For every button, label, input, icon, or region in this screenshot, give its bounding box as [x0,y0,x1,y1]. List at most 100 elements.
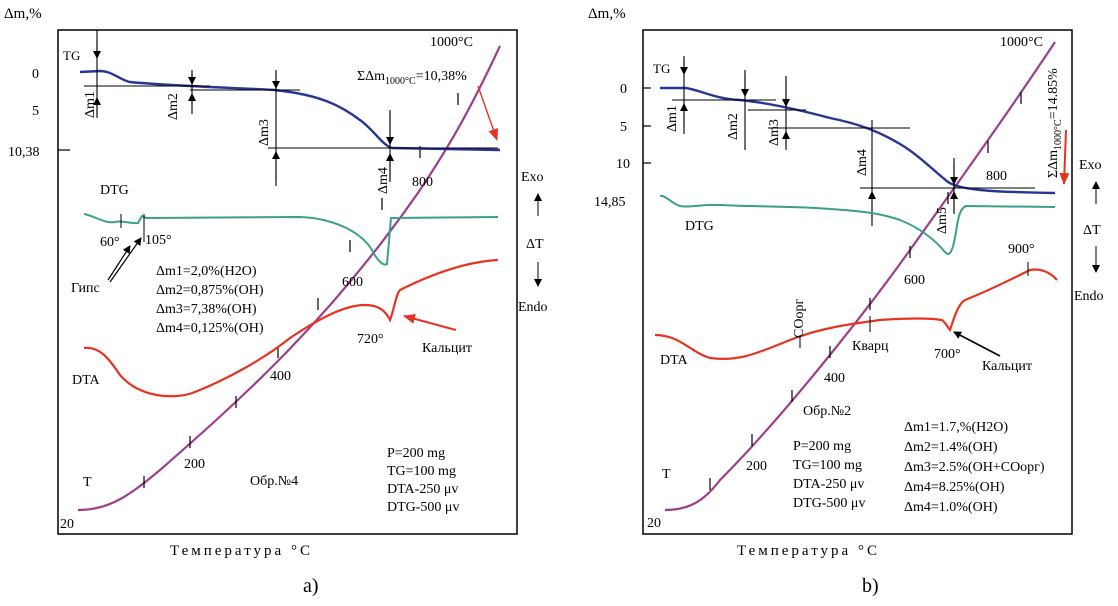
panel-a-x-caption: Температура °С [170,543,313,559]
panel-a-step-lines [84,30,498,186]
panel-b-tg-tick-14: 14,85 [594,195,626,210]
panel-a-dm3: Δm3 [257,119,272,146]
panel-b-sample: Обр.№2 [803,404,851,419]
panel-a-loss-3: Δm3=7,38%(OH) [156,302,257,317]
panel-b-cond-2: TG=100 mg [793,458,862,473]
panel-b-dm2: Δm2 [726,113,741,140]
panel-b-temp-600: 600 [904,273,925,288]
panel-a-105-label: 105° [145,233,172,248]
panel-a-dt: ΔT [526,237,544,252]
panel-a-max-temp: 1000°С [430,35,473,50]
panel-a-dtg-curve [83,213,499,266]
panel-b-dm3: Δm3 [767,119,782,146]
panel-a-temp-400: 400 [270,369,291,384]
panel-b-tg-tick-5: 5 [620,120,627,135]
panel-a-total-loss-arrow [477,85,499,141]
panel-a-letter: a) [303,575,319,597]
panel-b-dtg-curve [659,194,1056,255]
panel-b-cond-4: DTG-500 μv [793,496,865,511]
panel-a-dtg-label: DTG [100,183,129,198]
panel-b-x-caption: Температура °С [737,543,880,559]
panel-a-t-label: T [83,475,92,490]
panel-a-60-label: 60° [100,235,120,250]
panel-b-dta-curve [654,268,1058,360]
panel-b-900-label: 900° [1008,242,1035,257]
panel-b-total-loss-arrow [1059,129,1070,185]
panel-a-tg-tick-10: 10,38 [8,145,40,160]
panel-b-temperature-ticks [709,92,1022,490]
panel-a-dta-label: DTA [72,373,101,388]
panel-b-loss-list: Δm1=1.7,%(H2O) Δm2=1.4%(OH) Δm3=2.5%(OH+… [904,420,1045,515]
panel-b-cond-1: P=200 mg [793,439,851,454]
panel-b-endo: Endo [1074,289,1104,304]
panel-a-calcite-label: Кальцит [422,341,472,356]
panel-b-loss-3: Δm3=2.5%(OH+СОорг) [904,460,1045,475]
panel-a-loss-2: Δm2=0,875%(OH) [156,283,264,298]
panel-a-dm4: Δm4 [376,167,391,194]
panel-b-total-loss-value: =14.85% [1046,68,1061,119]
panel-b-temperature-curve [664,41,1056,512]
panel-b-cond-3: DTA-250 μv [793,477,864,492]
panel-b-temp-800: 800 [986,169,1007,184]
panel-a-cond-2: TG=100 mg [387,464,456,479]
panel-a-y-caption: Δm,% [4,6,42,22]
panel-a-step-arrows [93,40,394,182]
panel-a-cond-3: DTA-250 μv [387,482,458,497]
panel-a-tg-label: TG [63,48,80,63]
panel-b-letter: b) [862,575,879,597]
panel-a-loss-list: Δm1=2,0%(H2O) Δm2=0,875%(OH) Δm3=7,38%(O… [156,264,264,336]
panel-b-quartz-label: Кварц [852,339,889,354]
panel-a-frame [57,29,518,535]
panel-a-total-loss: ΣΔm1000°С=10,38% [357,69,467,87]
panel-b-tg-tick-10: 10 [616,157,630,172]
panel-b-tg-tick-0: 0 [620,82,627,97]
panel-a-exo: Exo [521,170,544,185]
panel-a-temp-200: 200 [184,457,205,472]
panel-a-temperature-ticks [143,93,459,488]
panel-a-gips-arrow-2 [109,237,142,283]
panel-b-loss-5: Δm4=1.0%(OH) [904,500,998,515]
panel-b-dt: ΔT [1083,223,1101,238]
panel-b-frame [642,29,1073,535]
panel-b-temp-20: 20 [647,516,661,531]
panel-b-temp-400: 400 [824,371,845,386]
panel-a-dta-curve [83,258,499,398]
panel-a-loss-4: Δm4=0,125%(OH) [156,321,264,336]
panel-a-calcite-arrow [403,314,457,331]
panel-a-conditions: P=200 mg TG=100 mg DTA-250 μv DTG-500 μv [387,446,459,515]
panel-b-loss-4: Δm4=8.25%(OH) [904,480,1005,495]
panel-b-dta-label: DTA [660,353,689,368]
panel-b-calcite-label: Кальцит [982,359,1032,374]
panel-b-temp-200: 200 [746,459,767,474]
panel-a-tg-tick-5: 5 [32,104,39,119]
panel-a-temp-20: 20 [60,517,74,532]
panel-b-dm1: Δm1 [665,105,680,132]
panel-a-dm2: Δm2 [166,93,181,120]
panel-b-700-label: 700° [934,347,961,362]
panel-b-dm5: Δm5 [935,207,950,234]
panel-b: Δm,% 0 5 10 14,85 1000°С TG 20 200 400 6… [588,6,1104,597]
panel-b-step-arrows [680,58,958,220]
panel-b-loss-2: Δm2=1.4%(OH) [904,440,998,455]
panel-a-tg-tick-0: 0 [32,67,39,82]
panel-a-temperature-curve [77,45,501,512]
panel-b-corg-label: СОорг [792,299,807,338]
panel-a-sample: Обр.№4 [250,474,298,489]
panel-a-loss-1: Δm1=2,0%(H2O) [156,264,257,279]
panel-a-cond-4: DTG-500 μv [387,500,459,515]
panel-b-tg-label: TG [653,61,670,76]
panel-a-720-label: 720° [357,332,384,347]
panel-a-gips-label: Гипс [71,281,100,296]
panel-a-total-loss-value: =10,38% [416,69,467,84]
panel-b-dm4: Δm4 [855,149,870,176]
panel-a-endo: Endo [518,300,548,315]
panel-b-t-label: T [662,467,671,482]
panel-a: Δm,% 0 5 10,38 1000°С TG 20 200 400 600 … [4,6,548,597]
panel-a-dm1: Δm1 [83,91,98,118]
panel-b-calcite-arrow [953,331,1001,357]
panel-b-total-loss: ΣΔm1000°С=14.85% [1046,68,1064,178]
panel-b-conditions: P=200 mg TG=100 mg DTA-250 μv DTG-500 μv [793,439,865,511]
panel-b-dtg-label: DTG [685,219,714,234]
